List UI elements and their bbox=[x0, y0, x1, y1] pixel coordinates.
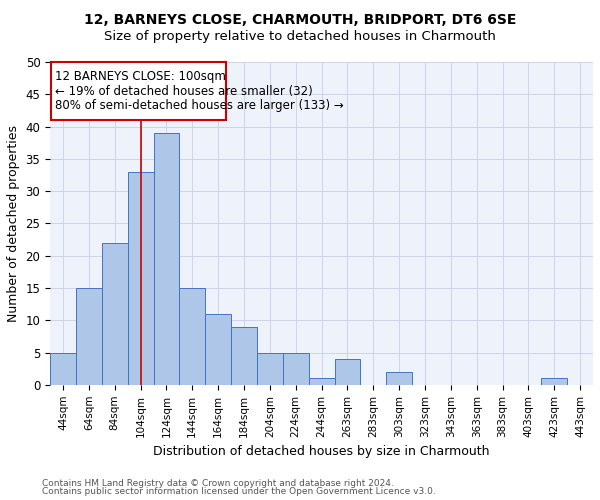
Text: Size of property relative to detached houses in Charmouth: Size of property relative to detached ho… bbox=[104, 30, 496, 43]
FancyBboxPatch shape bbox=[52, 62, 226, 120]
Bar bbox=[386, 372, 412, 385]
Bar bbox=[179, 288, 205, 385]
Bar bbox=[154, 133, 179, 385]
Bar bbox=[335, 359, 361, 385]
Bar bbox=[50, 352, 76, 385]
Bar bbox=[308, 378, 335, 385]
Text: Contains HM Land Registry data © Crown copyright and database right 2024.: Contains HM Land Registry data © Crown c… bbox=[42, 478, 394, 488]
Bar bbox=[541, 378, 567, 385]
Bar bbox=[128, 172, 154, 385]
X-axis label: Distribution of detached houses by size in Charmouth: Distribution of detached houses by size … bbox=[154, 445, 490, 458]
Bar bbox=[283, 352, 308, 385]
Bar bbox=[76, 288, 102, 385]
Y-axis label: Number of detached properties: Number of detached properties bbox=[7, 125, 20, 322]
Text: 12, BARNEYS CLOSE, CHARMOUTH, BRIDPORT, DT6 6SE: 12, BARNEYS CLOSE, CHARMOUTH, BRIDPORT, … bbox=[84, 12, 516, 26]
Text: Contains public sector information licensed under the Open Government Licence v3: Contains public sector information licen… bbox=[42, 487, 436, 496]
Bar bbox=[231, 326, 257, 385]
Text: 12 BARNEYS CLOSE: 100sqm: 12 BARNEYS CLOSE: 100sqm bbox=[55, 70, 226, 82]
Bar bbox=[205, 314, 231, 385]
Text: 80% of semi-detached houses are larger (133) →: 80% of semi-detached houses are larger (… bbox=[55, 100, 344, 112]
Bar bbox=[102, 243, 128, 385]
Bar bbox=[257, 352, 283, 385]
Text: ← 19% of detached houses are smaller (32): ← 19% of detached houses are smaller (32… bbox=[55, 84, 313, 98]
